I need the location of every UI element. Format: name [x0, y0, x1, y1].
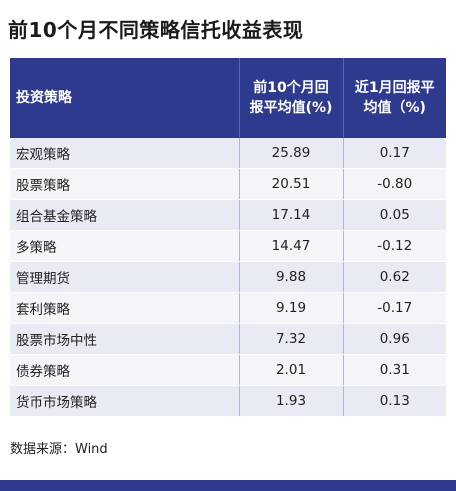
strategy-name: 宏观策略	[10, 138, 239, 169]
table-row: 管理期货 9.88 0.62	[10, 261, 446, 293]
table-row: 套利策略 9.19 -0.17	[10, 292, 446, 324]
strategy-name: 货币市场策略	[10, 385, 239, 417]
strategy-name: 组合基金策略	[10, 199, 239, 231]
table-header-row: 投资策略 前10个月回报平均值(%) 近1月回报平均值（%)	[10, 58, 446, 138]
month-return-value: -0.80	[342, 168, 446, 200]
month-return-value: -0.12	[342, 230, 446, 262]
header-strategy: 投资策略	[10, 58, 239, 138]
month-return-value: 0.96	[342, 323, 446, 355]
strategy-name: 套利策略	[10, 292, 239, 324]
table-row: 货币市场策略 1.93 0.13	[10, 385, 446, 417]
ytd-return-value: 17.14	[238, 199, 343, 231]
ytd-return-value: 2.01	[238, 354, 343, 386]
strategy-name: 股票策略	[10, 168, 239, 200]
strategy-returns-table: 投资策略 前10个月回报平均值(%) 近1月回报平均值（%) 宏观策略 25.8…	[10, 58, 446, 417]
bottom-accent-bar	[0, 480, 456, 491]
ytd-return-value: 9.88	[238, 261, 343, 293]
ytd-return-value: 14.47	[238, 230, 343, 262]
page-title: 前10个月不同策略信托收益表现	[8, 18, 304, 42]
table-row: 债券策略 2.01 0.31	[10, 354, 446, 386]
data-source-note: 数据来源：Wind	[10, 442, 108, 457]
ytd-return-value: 9.19	[238, 292, 343, 324]
strategy-name: 管理期货	[10, 261, 239, 293]
table-row: 股票市场中性 7.32 0.96	[10, 323, 446, 355]
strategy-name: 股票市场中性	[10, 323, 239, 355]
ytd-return-value: 25.89	[238, 138, 343, 169]
ytd-return-value: 7.32	[238, 323, 343, 355]
header-ytd-return: 前10个月回报平均值(%)	[238, 58, 343, 138]
month-return-value: 0.62	[342, 261, 446, 293]
header-ytd-return-label: 前10个月回报平均值(%)	[249, 80, 333, 116]
month-return-value: 0.31	[342, 354, 446, 386]
month-return-value: 0.05	[342, 199, 446, 231]
strategy-name: 债券策略	[10, 354, 239, 386]
ytd-return-value: 20.51	[238, 168, 343, 200]
table-row: 宏观策略 25.89 0.17	[10, 138, 446, 169]
month-return-value: 0.17	[342, 138, 446, 169]
table-row: 多策略 14.47 -0.12	[10, 230, 446, 262]
header-month-return: 近1月回报平均值（%)	[342, 58, 446, 138]
header-month-return-label: 近1月回报平均值（%)	[354, 80, 435, 116]
month-return-value: -0.17	[342, 292, 446, 324]
month-return-value: 0.13	[342, 385, 446, 417]
table-row: 股票策略 20.51 -0.80	[10, 168, 446, 200]
table-row: 组合基金策略 17.14 0.05	[10, 199, 446, 231]
strategy-name: 多策略	[10, 230, 239, 262]
ytd-return-value: 1.93	[238, 385, 343, 417]
